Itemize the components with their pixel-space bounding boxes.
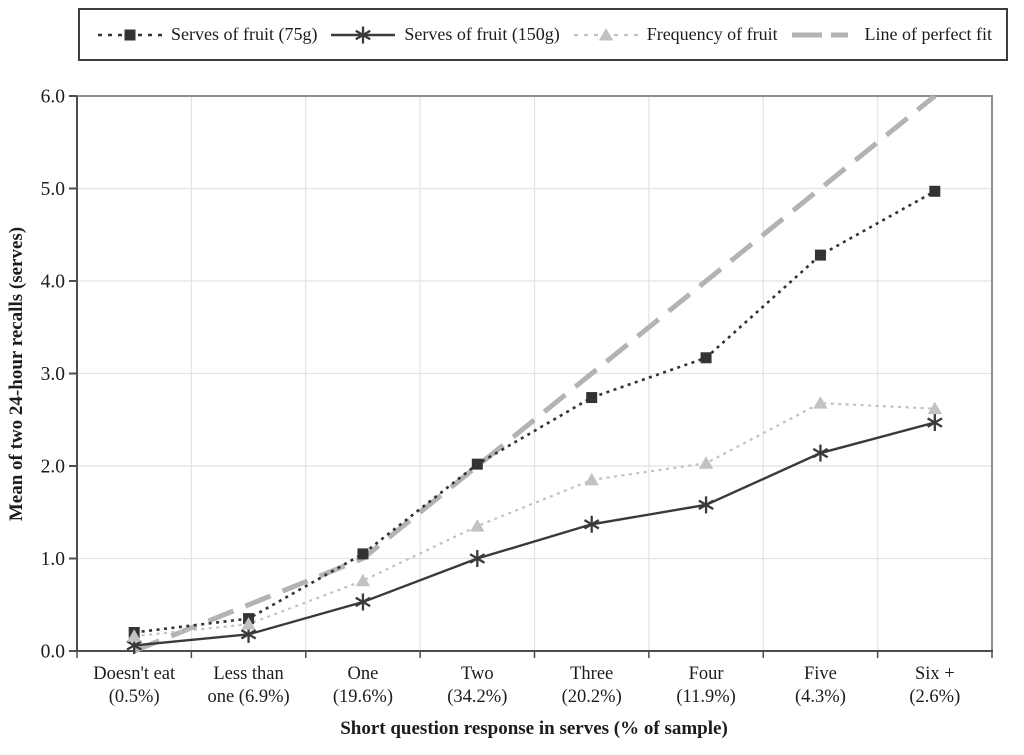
triangle-marker: [470, 519, 485, 532]
y-tick-label: 0.0: [41, 642, 65, 663]
square-marker: [471, 458, 483, 470]
x-category-label: Three: [570, 664, 613, 684]
x-category-label: One: [348, 664, 379, 684]
legend-sample-square-dotted: [98, 29, 162, 40]
legend-item: Serves of fruit (75g): [96, 23, 317, 47]
legend-sample-none-long-dash: [791, 32, 856, 37]
x-category-label: (34.2%): [447, 687, 507, 707]
x-category-label: (11.9%): [676, 687, 735, 707]
series-line: [134, 421, 936, 647]
legend-label: Line of perfect fit: [864, 24, 992, 44]
legend-item: Serves of fruit (150g): [329, 23, 560, 47]
asterisk-marker: [355, 593, 371, 611]
y-tick-label: 4.0: [41, 272, 65, 293]
y-tick-label: 1.0: [41, 549, 65, 570]
legend-sample-triangle-dotted: [573, 27, 638, 40]
series-line: [134, 401, 935, 638]
legend-item: Line of perfect fit: [790, 23, 992, 47]
triangle-marker: [241, 617, 256, 630]
x-category-label: (20.2%): [562, 687, 622, 707]
triangle-marker: [813, 396, 828, 409]
asterisk-marker: [583, 515, 600, 533]
legend-label: Serves of fruit (75g): [171, 24, 318, 44]
asterisk-marker: [812, 444, 829, 462]
asterisk-marker: [355, 26, 372, 43]
x-category-label: Six +: [915, 664, 955, 684]
y-tick-label: 2.0: [41, 457, 65, 478]
triangle-marker: [598, 27, 613, 40]
x-category-label: (4.3%): [795, 687, 846, 707]
square-marker: [586, 392, 598, 404]
legend-sample-star-solid: [331, 26, 396, 43]
x-axis-title: Short question response in serves (% of …: [340, 718, 728, 739]
x-category-label: Five: [804, 664, 837, 684]
legend-item: Frequency of fruit: [572, 23, 778, 47]
chart-legend: Serves of fruit (75g) Serves of fruit (15…: [78, 8, 1008, 61]
triangle-marker: [126, 629, 142, 642]
asterisk-marker: [927, 414, 943, 432]
x-category-label: Four: [689, 664, 724, 684]
asterisk-marker: [698, 496, 714, 514]
y-tick-label: 6.0: [41, 87, 65, 108]
series-line: [134, 190, 936, 634]
y-axis-title: Mean of two 24-hour recalls (serves): [6, 226, 27, 522]
x-category-label: Doesn't eat: [93, 664, 176, 684]
x-category-label: Less than: [213, 664, 283, 684]
x-category-label: (2.6%): [909, 687, 960, 707]
asterisk-marker: [469, 550, 486, 567]
x-category-label: (0.5%): [109, 687, 160, 707]
triangle-marker: [584, 472, 599, 486]
triangle-marker: [698, 456, 714, 469]
square-marker: [124, 29, 136, 40]
y-tick-label: 5.0: [41, 179, 65, 200]
x-category-label: Two: [461, 664, 494, 684]
legend-label: Frequency of fruit: [646, 24, 778, 44]
triangle-marker: [355, 573, 371, 587]
square-marker: [929, 185, 941, 197]
triangle-marker: [927, 401, 943, 415]
square-marker: [814, 249, 826, 261]
x-category-label: (19.6%): [333, 687, 393, 707]
legend-label: Serves of fruit (150g): [404, 24, 560, 44]
x-category-label: one (6.9%): [207, 687, 289, 707]
y-tick-label: 3.0: [41, 364, 65, 385]
square-marker: [700, 352, 712, 364]
square-marker: [357, 548, 369, 560]
series-line: [133, 94, 937, 654]
